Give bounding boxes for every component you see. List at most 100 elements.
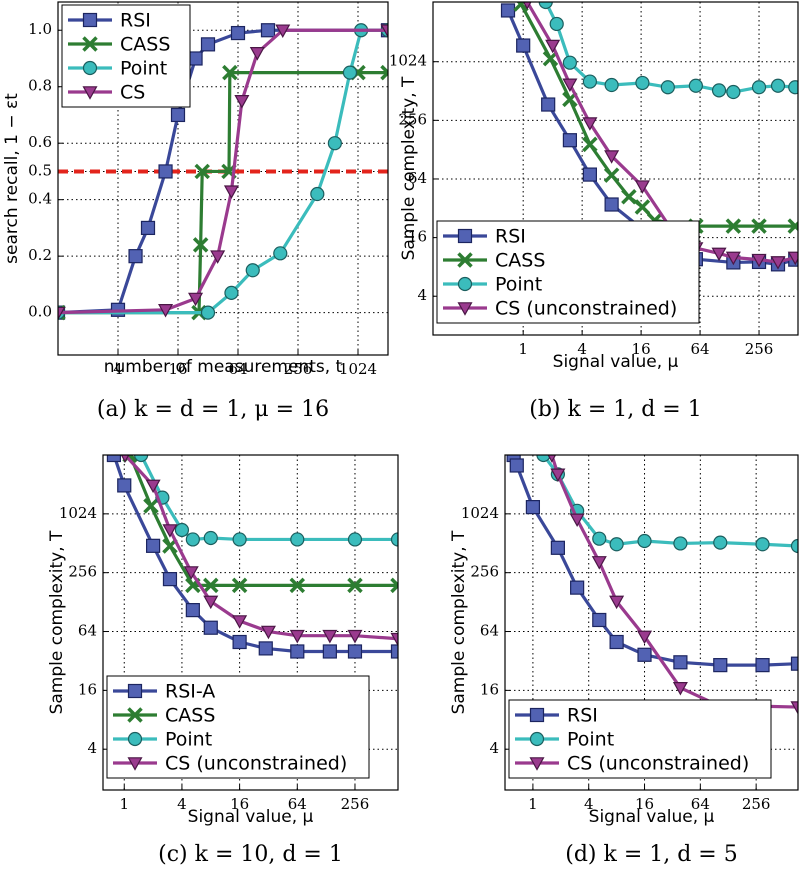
- marker: [185, 603, 200, 618]
- marker: [673, 655, 688, 670]
- legend-marker: [457, 276, 473, 292]
- caption: (d) k = 1, d = 5: [565, 842, 737, 867]
- plot-frame: [102, 454, 399, 791]
- x-tick-label: 64: [691, 340, 710, 358]
- marker: [289, 577, 306, 594]
- marker: [347, 644, 363, 659]
- marker: [380, 64, 388, 81]
- legend-marker: [529, 731, 545, 747]
- marker: [143, 498, 159, 514]
- x-tick-label: 16: [635, 795, 654, 813]
- marker: [755, 537, 770, 552]
- marker: [536, 455, 551, 463]
- marker: [230, 25, 246, 41]
- marker: [790, 701, 798, 715]
- marker: [582, 117, 598, 131]
- marker: [390, 532, 398, 547]
- marker: [347, 577, 363, 594]
- marker: [289, 629, 305, 644]
- marker: [232, 634, 247, 650]
- marker: [604, 150, 620, 164]
- marker: [562, 55, 578, 70]
- y-axis-label: Sample complexity, T: [449, 530, 469, 714]
- marker: [609, 634, 624, 650]
- y-tick-label: 256: [68, 563, 97, 581]
- marker: [390, 577, 398, 594]
- marker: [260, 23, 276, 38]
- legend-label: Point: [567, 729, 614, 751]
- marker: [170, 107, 186, 123]
- legend-label: CASS: [165, 705, 215, 727]
- marker: [582, 136, 598, 153]
- marker: [725, 251, 741, 266]
- marker: [380, 24, 388, 38]
- y-tick-label: 0.8: [28, 77, 52, 95]
- marker: [713, 658, 728, 673]
- x-tick-label: 1: [528, 795, 538, 813]
- marker: [751, 253, 767, 268]
- series-line: [123, 455, 398, 641]
- marker: [790, 656, 798, 671]
- y-tick-label: 64: [78, 622, 97, 640]
- x-axis-label: number of measurements, t: [104, 357, 343, 377]
- x-tick-label: 256: [742, 795, 771, 813]
- marker: [322, 644, 337, 659]
- legend-marker: [82, 60, 98, 76]
- marker: [751, 218, 767, 234]
- marker: [609, 595, 625, 610]
- marker: [788, 80, 798, 95]
- legend-marker: [457, 302, 473, 316]
- legend-label: Point: [120, 58, 167, 80]
- marker: [550, 468, 566, 483]
- marker: [203, 577, 219, 594]
- y-tick-label: 16: [408, 228, 427, 246]
- marker: [634, 199, 651, 215]
- marker: [158, 164, 173, 179]
- marker: [751, 80, 767, 95]
- marker: [591, 556, 607, 570]
- x-axis-label: Signal value, μ: [188, 807, 314, 827]
- marker: [188, 292, 204, 307]
- legend-marker: [82, 12, 98, 28]
- marker: [660, 80, 675, 95]
- y-tick-label: 64: [408, 169, 427, 187]
- marker: [347, 629, 363, 644]
- marker: [290, 644, 305, 659]
- legend-marker: [82, 36, 98, 52]
- legend-label: CS (unconstrained): [567, 753, 749, 775]
- marker: [390, 632, 398, 647]
- marker: [106, 455, 122, 463]
- marker: [174, 522, 190, 538]
- legend-marker: [127, 757, 143, 771]
- marker: [545, 39, 561, 54]
- x-tick-label: 256: [284, 360, 313, 378]
- plot-frame: [57, 1, 389, 356]
- marker: [770, 256, 786, 270]
- x-tick-label: 16: [168, 360, 187, 378]
- marker: [603, 167, 620, 183]
- y-tick-label: 1024: [389, 52, 427, 70]
- marker: [770, 78, 786, 93]
- legend-label: RSI: [495, 226, 526, 248]
- marker: [117, 478, 132, 493]
- marker: [222, 64, 238, 81]
- series-line: [128, 455, 398, 587]
- marker: [634, 180, 650, 194]
- x-tick-label: 1024: [339, 360, 377, 378]
- marker: [203, 620, 218, 635]
- legend-marker: [457, 228, 473, 244]
- y-tick-label: 4: [87, 739, 97, 757]
- marker: [162, 524, 178, 538]
- y-tick-label: 0.0: [28, 303, 52, 321]
- marker: [549, 16, 564, 32]
- marker: [232, 532, 247, 547]
- marker: [327, 136, 342, 151]
- marker: [688, 78, 703, 93]
- y-tick-label: 1.0: [28, 20, 52, 38]
- legend-label: RSI-A: [165, 681, 215, 703]
